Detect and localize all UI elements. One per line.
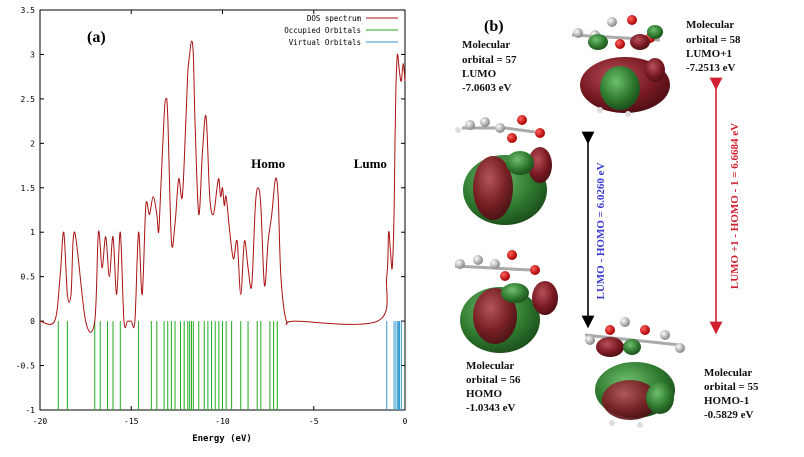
orbital-56-molecule <box>454 250 540 281</box>
x-tick-label: -10 <box>215 417 230 426</box>
orbital-56-line-4: -1.0343 eV <box>466 402 516 414</box>
x-tick-label: -5 <box>309 417 319 426</box>
x-tick-label: 0 <box>403 417 408 426</box>
y-tick-label: 3 <box>30 50 35 59</box>
orbital-57-line-4: -7.0603 eV <box>462 82 512 94</box>
orbital-57-text: Molecular orbital = 57 LUMO -7.0603 eV <box>462 39 519 94</box>
orbital-57-molecule <box>455 115 545 143</box>
legend-dos-label: DOS spectrum <box>307 14 362 23</box>
x-tick-label: -15 <box>124 417 139 426</box>
dos-spectrum-line <box>39 40 406 333</box>
x-axis-label: Energy (eV) <box>192 434 252 444</box>
orbital-55-line-2: orbital = 55 <box>704 381 759 393</box>
orbital-56-image <box>454 250 558 353</box>
homo1-lumo1-gap-label: LUMO +1 - HOMO - 1 = 6.6684 eV <box>729 123 741 289</box>
orbital-55-line-3: HOMO-1 <box>704 395 749 407</box>
orbital-57-line-2: orbital = 57 <box>462 54 517 66</box>
y-tick-label: 0.5 <box>21 273 36 282</box>
virtual-orbital-sticks <box>386 321 402 410</box>
orbital-57-line-3: LUMO <box>462 68 497 80</box>
panel-b-label: (b) <box>484 18 504 35</box>
orbital-panel: (b) Molecular orbital = 57 LUMO <box>454 15 761 428</box>
orbital-55-image <box>584 317 685 428</box>
orbital-58-line-1: Molecular <box>686 19 734 31</box>
y-tick-label: -1 <box>25 406 35 415</box>
orbital-58-text: Molecular orbital = 58 LUMO+1 -7.2513 eV <box>686 19 743 74</box>
y-tick-label: -0.5 <box>16 362 35 371</box>
x-axis-ticks: -20 -15 -10 -5 0 <box>33 10 408 426</box>
legend-occupied-label: Occupied Orbitals <box>284 26 361 35</box>
orbital-55-line-4: -0.5829 eV <box>704 409 754 421</box>
orbital-58-line-3: LUMO+1 <box>686 48 732 60</box>
y-tick-label: 1 <box>30 228 35 237</box>
orbital-55-text: Molecular orbital = 55 HOMO-1 -0.5829 eV <box>704 367 761 421</box>
orbital-56-line-1: Molecular <box>466 360 514 372</box>
occupied-orbital-sticks <box>57 321 278 410</box>
legend: DOS spectrum Occupied Orbitals Virtual O… <box>284 14 398 47</box>
orbital-58-image <box>571 15 670 117</box>
orbital-56-text: Molecular orbital = 56 HOMO -1.0343 eV <box>466 360 523 414</box>
x-tick-label: -20 <box>33 417 48 426</box>
y-tick-label: 1.5 <box>21 184 36 193</box>
homo-lumo-gap-label: LUMO - HOMO = 6.0260 eV <box>595 162 607 299</box>
y-axis-ticks: -1 -0.5 0 0.5 1 1.5 2 2.5 3 3.5 <box>16 6 405 415</box>
orbital-58-line-2: orbital = 58 <box>686 34 741 46</box>
homo-annotation: Homo <box>251 156 285 171</box>
panel-a-label: (a) <box>87 29 106 46</box>
orbital-57-image <box>455 115 552 225</box>
lumo-annotation: Lumo <box>354 156 387 171</box>
orbital-58-line-4: -7.2513 eV <box>686 62 736 74</box>
y-tick-label: 0 <box>30 317 35 326</box>
dos-chart: -1 -0.5 0 0.5 1 1.5 2 2.5 3 3.5 -20 -15 -10 -5 0 Ener… <box>16 6 408 444</box>
y-tick-label: 3.5 <box>21 6 36 15</box>
y-tick-label: 2.5 <box>21 95 36 104</box>
y-tick-label: 2 <box>30 139 35 148</box>
dos-curve-group <box>39 40 406 333</box>
orbital-56-line-2: orbital = 56 <box>466 374 521 386</box>
legend-virtual-label: Virtual Orbitals <box>289 38 361 47</box>
orbital-55-line-1: Molecular <box>704 367 752 379</box>
orbital-56-line-3: HOMO <box>466 388 502 400</box>
orbital-57-line-1: Molecular <box>462 39 510 51</box>
orbital-55-molecule <box>584 317 685 353</box>
